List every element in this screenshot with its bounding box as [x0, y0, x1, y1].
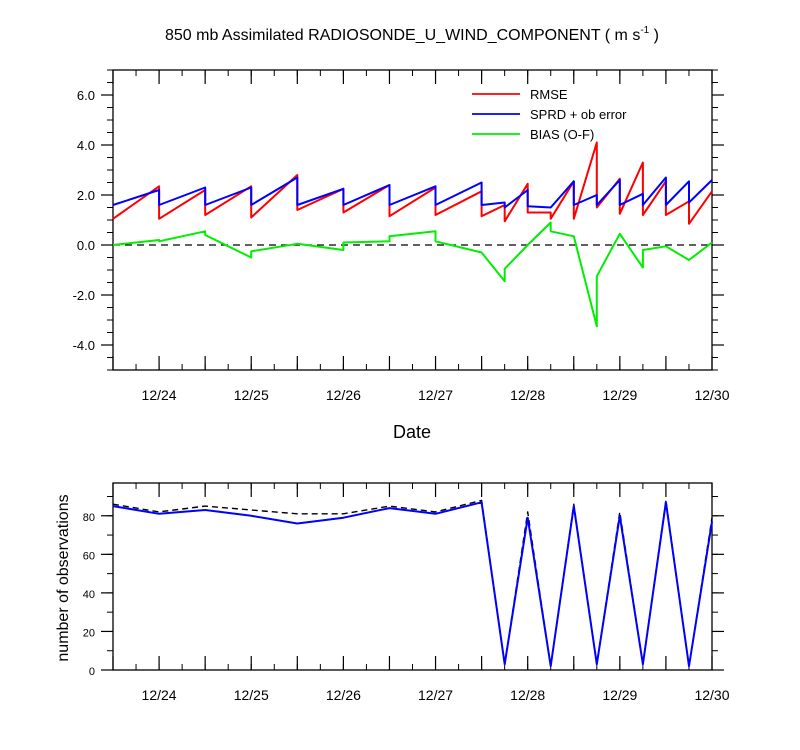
y-tick-label: 20	[83, 627, 95, 639]
x-tick-label: 12/24	[142, 387, 177, 403]
x-tick-label: 12/29	[602, 687, 637, 703]
x-tick-label: 12/25	[234, 687, 269, 703]
x-tick-label: 12/30	[694, 387, 729, 403]
legend-item-bias: BIAS (O-F)	[530, 127, 594, 142]
x-tick-label: 12/26	[326, 387, 361, 403]
x-tick-label: 12/26	[326, 687, 361, 703]
series-line-rmse	[112, 141, 713, 225]
title-end: )	[649, 27, 659, 44]
x-tick-label: 12/30	[694, 687, 729, 703]
x-tick-label: 12/24	[142, 687, 177, 703]
series-line-observations-used	[112, 501, 713, 668]
series-line-sprd-ob-error	[112, 176, 713, 209]
x-tick-label: 12/28	[510, 387, 545, 403]
legend-item-sprd: SPRD + ob error	[530, 107, 627, 122]
y-tick-label: 6.0	[77, 88, 95, 103]
x-tick-label: 12/29	[602, 387, 637, 403]
y-tick-label: 0	[89, 666, 95, 678]
y-tick-label: -4.0	[73, 338, 95, 353]
y-tick-label: 80	[83, 512, 95, 524]
x-tick-label: 12/27	[418, 387, 453, 403]
y-axis-label-observations: number of observations	[55, 494, 72, 661]
chart-title: 850 mb Assimilated RADIOSONDE_U_WIND_COM…	[165, 25, 659, 44]
x-axis-label: Date	[393, 422, 431, 442]
y-tick-label: 40	[83, 589, 95, 601]
x-tick-label: 12/28	[510, 687, 545, 703]
title-superscript: -1	[640, 25, 649, 36]
top-panel: 12/24 12/25 12/26 12/27 12/28 12/29 12/30 6.0 4.…	[73, 69, 730, 403]
y-tick-label: -2.0	[73, 288, 95, 303]
y-tick-label: 0.0	[77, 238, 95, 253]
x-tick-label: 12/25	[234, 387, 269, 403]
bottom-panel: 12/24 12/25 12/26 12/27 12/28 12/29 12/30 80 60 4…	[83, 482, 730, 703]
y-tick-label: 4.0	[77, 138, 95, 153]
y-tick-label: 2.0	[77, 188, 95, 203]
legend-item-rmse: RMSE	[530, 87, 568, 102]
series-line-bias	[112, 221, 713, 328]
x-tick-label: 12/27	[418, 687, 453, 703]
y-tick-label: 60	[83, 550, 95, 562]
legend: RMSE SPRD + ob error BIAS (O-F)	[472, 87, 627, 142]
